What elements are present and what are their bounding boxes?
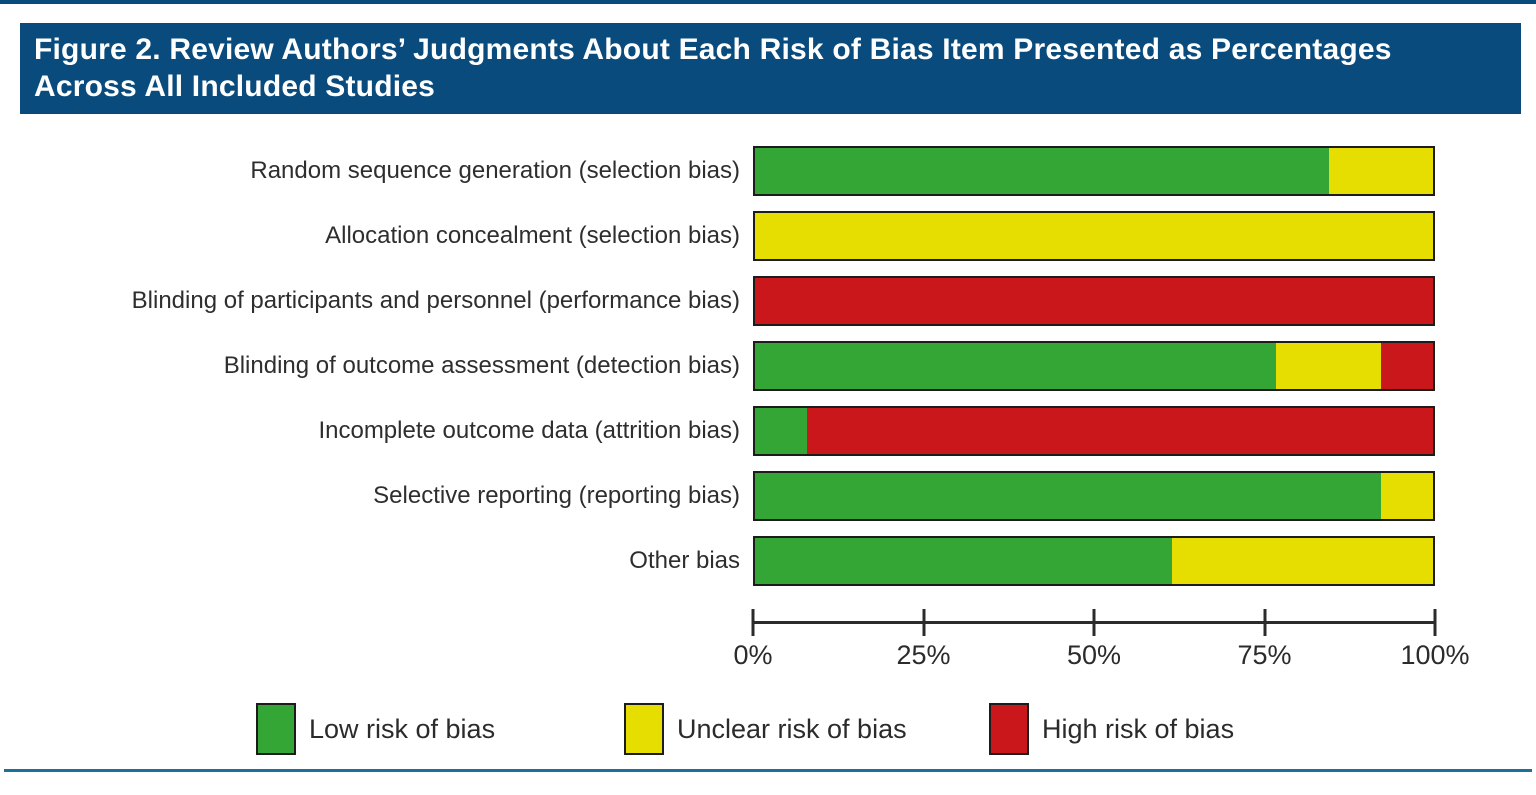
- x-axis-tick: [1263, 609, 1266, 636]
- category-label: Blinding of participants and personnel (…: [131, 287, 740, 314]
- figure-title-line-2: Across All Included Studies: [34, 70, 436, 103]
- x-axis-tick-label: 25%: [896, 640, 951, 670]
- x-axis-tick: [1092, 609, 1096, 636]
- chart-row: Allocation concealment (selection bias): [0, 211, 1435, 261]
- bar-segment-low: [755, 148, 1329, 194]
- figure-title-line-1: Figure 2. Review Authors’ Judgments Abou…: [34, 33, 1392, 66]
- legend-item-high: High risk of bias: [989, 701, 1234, 757]
- x-axis-tick: [751, 609, 755, 636]
- stacked-bar: [753, 471, 1435, 521]
- stacked-bar: [753, 536, 1435, 586]
- chart-row: Blinding of participants and personnel (…: [0, 276, 1435, 326]
- bar-segment-unclear: [1380, 473, 1433, 519]
- legend-swatch-low: [256, 703, 296, 755]
- x-axis-tick-label: 75%: [1237, 640, 1292, 670]
- category-label: Random sequence generation (selection bi…: [250, 157, 740, 184]
- category-label: Blinding of outcome assessment (detectio…: [223, 352, 740, 379]
- legend-item-label: Low risk of bias: [309, 713, 496, 744]
- x-axis-tick-label: 50%: [1066, 640, 1122, 670]
- stacked-bar: [753, 276, 1435, 326]
- legend-swatch-unclear: [624, 703, 664, 755]
- chart-row: Selective reporting (reporting bias): [0, 471, 1435, 521]
- chart-row: Random sequence generation (selection bi…: [0, 146, 1435, 196]
- bar-segment-low: [755, 408, 808, 454]
- x-axis: 0% 25% 50% 75% 100%: [733, 609, 1470, 681]
- legend-item-label: Unclear risk of bias: [677, 713, 907, 744]
- bar-segment-high: [807, 408, 1433, 454]
- stacked-bar: [753, 406, 1435, 456]
- bottom-divider: [4, 769, 1532, 772]
- category-label: Incomplete outcome data (attrition bias): [318, 417, 740, 444]
- bar-segment-unclear: [755, 213, 1433, 259]
- chart-row: Other bias: [0, 536, 1435, 586]
- top-border-strip: [0, 0, 1536, 4]
- chart-row: Blinding of outcome assessment (detectio…: [0, 341, 1435, 391]
- bar-segment-high: [755, 278, 1433, 324]
- legend-swatch-high: [989, 703, 1029, 755]
- bar-segment-low: [755, 343, 1277, 389]
- bar-segment-unclear: [1328, 148, 1433, 194]
- stacked-bar: [753, 211, 1435, 261]
- category-label: Allocation concealment (selection bias): [325, 222, 740, 249]
- bar-segment-high: [1380, 343, 1433, 389]
- chart-row: Incomplete outcome data (attrition bias): [0, 406, 1435, 456]
- bar-segment-low: [755, 538, 1172, 584]
- category-label: Other bias: [629, 547, 740, 574]
- x-axis-tick-label: 100%: [1400, 640, 1470, 670]
- legend-item-label: High risk of bias: [1042, 713, 1235, 744]
- x-axis-tick: [1433, 609, 1437, 636]
- legend: Low risk of bias Unclear risk of bias High…: [0, 701, 1536, 757]
- bar-segment-unclear: [1276, 343, 1381, 389]
- figure-title-bar: Figure 2. Review Authors’ Judgments Abou…: [20, 23, 1521, 114]
- legend-item-low: Low risk of bias: [256, 701, 495, 757]
- category-label: Selective reporting (reporting bias): [373, 482, 740, 509]
- stacked-bar: [753, 146, 1435, 196]
- x-axis-tick: [922, 609, 925, 636]
- bar-segment-unclear: [1171, 538, 1433, 584]
- bar-segment-low: [755, 473, 1381, 519]
- stacked-bar: [753, 341, 1435, 391]
- x-axis-tick-label: 0%: [733, 640, 773, 670]
- legend-item-unclear: Unclear risk of bias: [624, 701, 907, 757]
- chart-rows: Random sequence generation (selection bi…: [0, 146, 1435, 601]
